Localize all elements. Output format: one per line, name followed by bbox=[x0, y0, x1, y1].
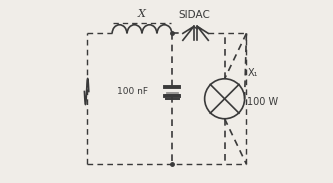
Text: SIDAC: SIDAC bbox=[179, 10, 210, 20]
Text: 100 W: 100 W bbox=[247, 97, 278, 107]
Text: 100 nF: 100 nF bbox=[117, 87, 148, 96]
Text: X₁: X₁ bbox=[247, 68, 258, 78]
Text: X: X bbox=[138, 9, 146, 19]
